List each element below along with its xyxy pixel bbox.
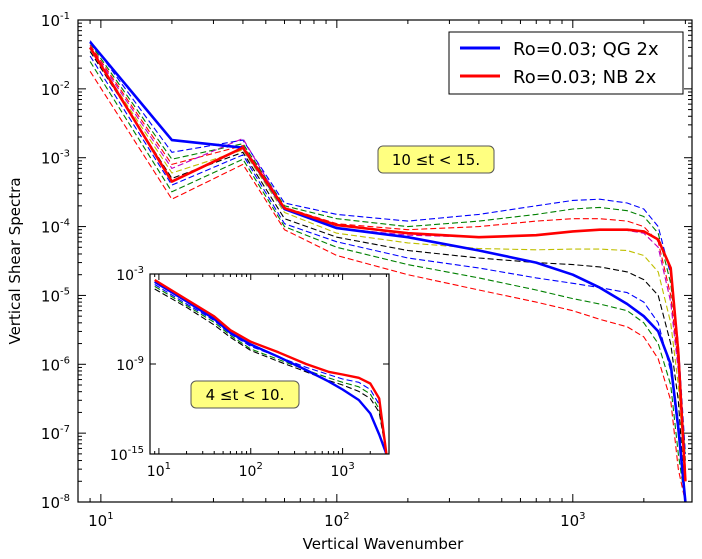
inset-annotation-box <box>190 380 300 409</box>
main-annotation: 10 ≤t < 15. <box>377 145 495 174</box>
main-ylabel: Vertical Shear Spectra <box>6 177 24 344</box>
series-line-dashed-green-upper <box>89 42 686 461</box>
series-line-dashed-black <box>154 288 387 455</box>
y-tick-label-exp: -15 <box>128 445 144 456</box>
x-tick-label: 101 <box>147 461 171 480</box>
y-tick-label-base: 10 <box>41 425 60 443</box>
y-tick-label-exp: -6 <box>60 355 70 366</box>
y-tick-label: 10-9 <box>116 355 144 374</box>
main-annotation-box <box>377 145 495 174</box>
series-line-ro-0-03-qg-2x <box>154 280 388 455</box>
series-line-dashed-olive <box>89 48 686 482</box>
inset-series-group <box>154 278 388 455</box>
y-tick-label-base: 10 <box>41 81 60 99</box>
y-tick-label-exp: -9 <box>134 355 144 366</box>
x-tick-label-base: 10 <box>239 464 257 480</box>
y-tick-label-base: 10 <box>116 268 134 284</box>
main-axes-frame <box>77 19 693 503</box>
x-tick-label-exp: 3 <box>579 511 585 522</box>
y-tick-label-exp: -1 <box>60 11 70 22</box>
inset-annotation-text: 4 ≤t < 10. <box>206 386 285 404</box>
main-axes: 101 102 10310-810-710-610-510-410-310-210-… <box>6 11 693 553</box>
x-tick-label-exp: 3 <box>348 461 354 472</box>
x-tick-label-base: 10 <box>88 512 107 530</box>
x-tick-label-exp: 2 <box>343 511 349 522</box>
x-tick-label: 103 <box>331 461 355 480</box>
x-tick-label: 102 <box>324 511 349 530</box>
y-tick-label: 10-1 <box>41 11 70 30</box>
y-tick-label-exp: -8 <box>60 493 70 504</box>
y-tick-label-base: 10 <box>41 287 60 305</box>
main-series-group <box>88 40 687 503</box>
x-tick-label-exp: 1 <box>107 511 113 522</box>
x-tick-label: 101 <box>88 511 113 530</box>
y-tick-label-base: 10 <box>41 356 60 374</box>
y-tick-label-base: 10 <box>110 448 128 464</box>
main-xlabel: Vertical Wavenumber <box>303 535 464 553</box>
main-tick-marks <box>78 19 692 503</box>
x-tick-label-exp: 1 <box>165 461 171 472</box>
y-tick-label-exp: -3 <box>60 149 70 160</box>
x-tick-label-exp: 2 <box>256 461 262 472</box>
inset-annotation: 4 ≤t < 10. <box>190 380 300 409</box>
main-tick-labels: 101 102 10310-810-710-610-510-410-310-210-… <box>41 11 586 530</box>
y-tick-label-exp: -3 <box>134 265 144 276</box>
y-tick-label: 10-2 <box>41 80 70 99</box>
x-tick-label-base: 10 <box>147 464 165 480</box>
y-tick-label-base: 10 <box>41 494 60 512</box>
series-line-dashed-blue <box>154 284 387 455</box>
y-tick-label-exp: -5 <box>60 286 70 297</box>
x-tick-label-base: 10 <box>560 512 579 530</box>
x-tick-label: 102 <box>239 461 263 480</box>
legend-label-qg: Ro=0.03; QG 2x <box>513 39 659 60</box>
x-tick-label-base: 10 <box>331 464 349 480</box>
y-tick-label: 10-7 <box>41 424 70 443</box>
inset-axes-frame <box>149 273 390 455</box>
x-tick-label: 103 <box>560 511 585 530</box>
y-tick-label-exp: -4 <box>60 218 70 229</box>
y-tick-label-base: 10 <box>41 219 60 237</box>
y-tick-label: 10-3 <box>41 149 70 168</box>
legend-box <box>448 31 684 95</box>
y-tick-label: 10-8 <box>41 493 70 512</box>
y-tick-label: 10-5 <box>41 286 70 305</box>
y-tick-label-exp: -7 <box>60 424 70 435</box>
series-line-dashed-green-lower <box>89 61 686 503</box>
y-tick-label-base: 10 <box>116 358 134 374</box>
legend: Ro=0.03; QG 2x Ro=0.03; NB 2x <box>448 31 684 95</box>
series-line-ro-0-03-nb-2x <box>88 46 687 482</box>
y-tick-label-exp: -2 <box>60 80 70 91</box>
series-line-dashed-black <box>89 51 686 503</box>
y-tick-label: 10-6 <box>41 355 70 374</box>
series-line-ro-0-03-nb-2x <box>154 278 388 455</box>
x-tick-label-base: 10 <box>324 512 343 530</box>
series-line-dashed-red-lower <box>89 71 686 503</box>
y-tick-label: 10-4 <box>41 218 70 237</box>
y-tick-label: 10-3 <box>116 265 144 284</box>
y-tick-label-base: 10 <box>41 12 60 30</box>
y-tick-label: 10-15 <box>110 445 144 464</box>
main-annotation-text: 10 ≤t < 15. <box>392 151 480 169</box>
y-tick-label-base: 10 <box>41 150 60 168</box>
legend-label-nb: Ro=0.03; NB 2x <box>513 67 657 88</box>
